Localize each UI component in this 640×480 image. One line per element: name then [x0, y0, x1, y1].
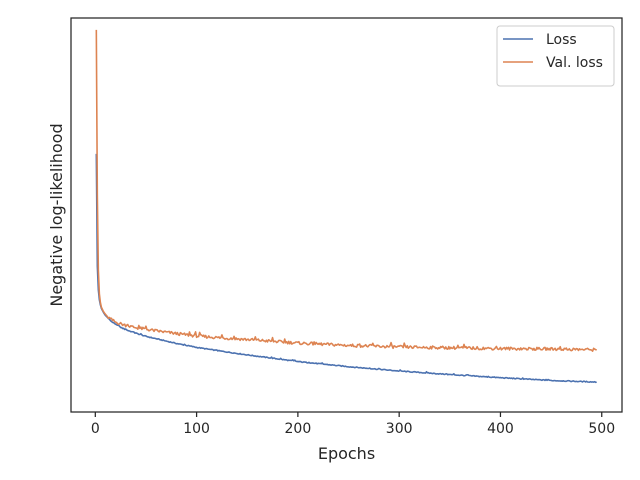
x-axis-ticks: 0 100 200 300 400 500 — [91, 412, 615, 437]
y-axis-label: Negative log-likelihood — [47, 123, 66, 306]
legend-label: Loss — [546, 32, 577, 48]
x-tick-label: 300 — [386, 421, 413, 437]
legend-label: Val. loss — [546, 55, 603, 71]
legend-box — [496, 25, 615, 87]
x-tick-label: 100 — [183, 421, 210, 437]
x-tick-label: 400 — [487, 421, 514, 437]
plot-lines — [95, 29, 597, 384]
plot-frame — [70, 17, 623, 413]
series-line-0 — [95, 153, 597, 384]
series-line-1 — [95, 29, 597, 352]
x-tick-label: 500 — [588, 421, 615, 437]
legend-items: Loss Val. loss — [503, 32, 603, 71]
x-tick-label: 0 — [91, 421, 100, 437]
x-tick-label: 200 — [285, 421, 312, 437]
x-axis-label: Epochs — [318, 444, 375, 463]
legend: Loss Val. loss — [496, 25, 615, 87]
